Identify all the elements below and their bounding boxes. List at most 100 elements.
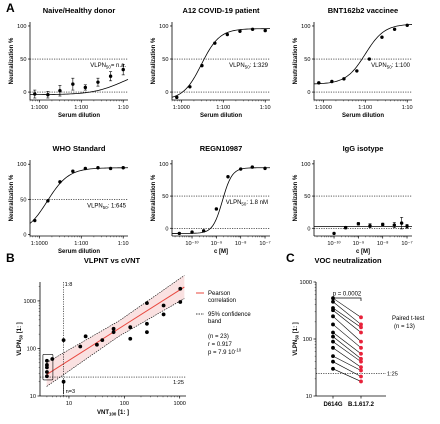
data-point [317, 81, 321, 85]
y-tick-label: 100 [159, 162, 168, 168]
stats-line: p = 7.9 10-10 [208, 348, 242, 357]
data-point [83, 334, 88, 339]
paired-line [332, 309, 362, 333]
data-point [190, 230, 194, 234]
x-tick-label: 1000 [173, 401, 185, 407]
data-point [145, 321, 149, 326]
data-point [161, 312, 166, 317]
data-point [83, 85, 88, 90]
panel-letter-a: A [6, 1, 15, 15]
data-point [188, 85, 192, 89]
panel-a-title-4: WHO Standard [53, 144, 106, 153]
y-tick-label: 0 [165, 90, 168, 96]
regression-line [46, 286, 185, 375]
data-point [226, 175, 230, 179]
y-tick-label: 100 [303, 337, 312, 343]
data-point [178, 286, 183, 291]
panel-letter-c: C [286, 251, 295, 265]
data-point [201, 229, 206, 233]
point-b16172 [359, 379, 363, 384]
x-axis-label: Serum dilution [342, 113, 384, 119]
panel-a-title-3: BNT162b2 vaccinee [328, 6, 398, 15]
point-d614g [331, 366, 335, 371]
data-point [399, 221, 404, 225]
x-axis-label: Serum dilution [200, 113, 242, 119]
data-point [46, 93, 50, 97]
data-point [128, 336, 133, 341]
legend-label-pearson: correlation [208, 298, 236, 304]
paired-line [332, 347, 362, 368]
annotation-1-8: 1:8 [65, 282, 73, 288]
stats-n-label: (n = 13) [394, 324, 415, 330]
stats-line: r = 0.917 [208, 342, 233, 348]
annotation-1-25: 1:25 [387, 371, 398, 377]
data-point [33, 218, 37, 223]
y-tick-label: 100 [159, 24, 168, 30]
y-tick-label: 100 [301, 162, 310, 168]
significance-bracket [332, 297, 362, 301]
highlight-box [42, 354, 54, 381]
data-point [380, 35, 384, 39]
point-b16172 [359, 351, 363, 356]
confidence-band-upper [46, 275, 185, 363]
paired-line [332, 355, 362, 371]
data-point [78, 344, 83, 349]
x-tick-label: 10⁻⁹ [353, 240, 365, 247]
data-point [121, 166, 125, 170]
panel-a-title-5: REGN10987 [200, 144, 243, 153]
data-point [368, 223, 372, 228]
point-b16172 [359, 374, 363, 379]
y-tick-label: 100 [27, 346, 36, 352]
x-axis-label: c [M] [356, 249, 370, 255]
point-b16172 [359, 356, 363, 361]
data-point [392, 223, 397, 227]
point-d614g [331, 308, 335, 313]
y-tick-label: 100 [17, 24, 26, 30]
data-point [95, 342, 99, 347]
paired-line [332, 297, 362, 318]
x-category-label: B.1.617.2 [348, 402, 375, 408]
data-point [405, 224, 409, 229]
y-axis-label: VLPN50 [1: ] [17, 322, 24, 356]
data-point [355, 69, 359, 73]
data-point [96, 80, 100, 84]
point-d614g [331, 345, 335, 350]
stats-line: (n = 23) [208, 334, 229, 340]
x-tick-label: 10⁻¹⁰ [327, 240, 341, 247]
data-point [330, 79, 334, 84]
point-d614g [331, 339, 335, 344]
data-point [83, 166, 88, 171]
data-point [367, 57, 372, 61]
paired-line [332, 341, 362, 362]
data-point [45, 358, 49, 363]
panel-letter-b: B [6, 251, 15, 265]
x-tick-label: 1:1000 [315, 105, 332, 111]
point-d614g [331, 299, 335, 304]
data-point [100, 338, 105, 342]
paired-line [332, 324, 362, 349]
y-tick-label: 100 [17, 162, 26, 168]
paired-line [332, 307, 362, 328]
panel-a-title-2: A12 COVID-19 patient [182, 6, 260, 15]
data-point [238, 29, 242, 33]
data-point [50, 357, 55, 361]
fit-curve [29, 167, 128, 224]
y-tick-label: 0 [23, 233, 26, 239]
x-tick-label: 1:100 [216, 105, 230, 111]
data-point [405, 23, 409, 28]
data-point [45, 370, 49, 374]
y-axis-label: Neutralization % [9, 174, 15, 221]
panel-c-title: VOC neutralization [314, 256, 382, 265]
vlpn50-annotation: VLPN50: 1:645 [87, 203, 127, 210]
y-tick-label: 0 [165, 226, 168, 232]
data-point [71, 169, 75, 173]
legend-label-confidence: band [208, 319, 221, 325]
point-d614g [331, 330, 335, 335]
x-tick-label: 1:10 [118, 241, 129, 247]
point-b16172 [359, 345, 363, 350]
data-point [381, 222, 385, 227]
paired-line [332, 332, 362, 355]
x-category-label: D614G [323, 402, 342, 408]
point-d614g [331, 359, 335, 364]
